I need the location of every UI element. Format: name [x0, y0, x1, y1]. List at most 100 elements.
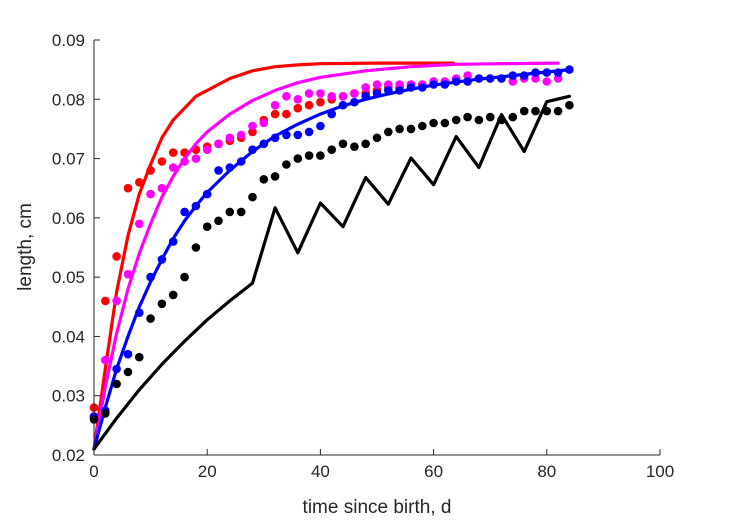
data-point [508, 77, 518, 86]
data-point [497, 115, 506, 125]
data-point [112, 252, 121, 261]
data-point [531, 106, 540, 116]
y-tick-label: 0.04 [52, 327, 85, 346]
data-point [202, 222, 212, 231]
data-point [168, 148, 178, 157]
data-point [270, 133, 280, 143]
series-1 [89, 61, 455, 451]
data-point [361, 139, 371, 149]
data-point [440, 80, 450, 89]
data-point [293, 130, 303, 140]
data-point [451, 115, 461, 125]
data-point [135, 352, 144, 362]
data-point [395, 86, 404, 95]
fit-curve [92, 94, 571, 451]
data-point [225, 207, 235, 217]
data-point [180, 207, 189, 217]
data-point [202, 145, 212, 154]
fit-curve [92, 61, 560, 451]
data-point [384, 86, 393, 95]
series-4 [89, 94, 574, 451]
data-point [395, 80, 404, 89]
data-point [225, 133, 235, 143]
data-point [214, 216, 223, 226]
data-point [485, 74, 495, 83]
data-point [338, 92, 348, 101]
y-tick-label: 0.06 [52, 209, 85, 228]
data-point [191, 201, 201, 211]
data-point [429, 80, 438, 89]
data-point [542, 106, 552, 116]
x-tick-label: 80 [537, 462, 556, 481]
data-point [327, 92, 337, 101]
data-point [101, 409, 110, 418]
data-point [270, 109, 280, 119]
x-tick-label: 100 [646, 462, 674, 481]
data-point [112, 296, 121, 306]
data-point [338, 100, 348, 110]
data-point [259, 139, 269, 149]
data-point [418, 83, 427, 92]
data-point [372, 133, 382, 143]
data-point [135, 219, 144, 229]
data-point [316, 97, 325, 107]
data-point [146, 314, 155, 323]
y-axis-label: length, cm [15, 203, 36, 291]
data-point [123, 367, 133, 377]
data-point [123, 183, 133, 193]
data-point [202, 189, 212, 199]
axes [93, 40, 660, 456]
data-point [101, 355, 110, 365]
data-point [361, 83, 371, 92]
y-tick-label: 0.08 [52, 90, 85, 109]
data-point [384, 80, 393, 89]
data-point [519, 106, 529, 116]
data-point [531, 74, 540, 83]
data-point [112, 364, 121, 374]
data-point [372, 80, 382, 89]
data-point [361, 92, 371, 101]
data-point [553, 68, 563, 77]
data-point [304, 127, 314, 137]
x-tick-label: 60 [424, 462, 443, 481]
data-point [350, 97, 359, 107]
data-point [293, 154, 303, 163]
data-point [406, 83, 416, 92]
data-point [282, 130, 291, 140]
data-point [225, 163, 235, 172]
data-point [508, 112, 518, 122]
data-point [565, 65, 574, 74]
data-point [316, 89, 325, 98]
data-point [146, 189, 155, 199]
data-point [485, 112, 495, 122]
data-point [282, 92, 291, 101]
data-point [248, 145, 257, 154]
data-point [474, 115, 484, 125]
x-axis-label: time since birth, d [303, 497, 452, 518]
data-point [180, 272, 189, 282]
data-point [236, 207, 246, 217]
data-point [168, 237, 178, 246]
data-point [350, 89, 359, 98]
data-point [236, 130, 246, 140]
data-point [316, 151, 325, 160]
x-tick-label: 40 [311, 462, 330, 481]
data-point [451, 77, 461, 86]
data-point [406, 124, 416, 134]
data-point [338, 139, 348, 149]
y-tick-label: 0.07 [52, 150, 85, 169]
data-point [270, 100, 280, 110]
data-point [248, 192, 257, 202]
data-point [542, 77, 552, 86]
data-point [463, 71, 472, 80]
data-point [565, 100, 574, 110]
data-point [350, 142, 359, 151]
data-point [146, 272, 155, 282]
series-3 [89, 65, 574, 451]
data-point [146, 166, 155, 175]
data-point [293, 95, 303, 104]
data-point [270, 172, 280, 181]
data-point [236, 157, 246, 166]
data-point [553, 106, 563, 116]
data-point [123, 349, 133, 359]
